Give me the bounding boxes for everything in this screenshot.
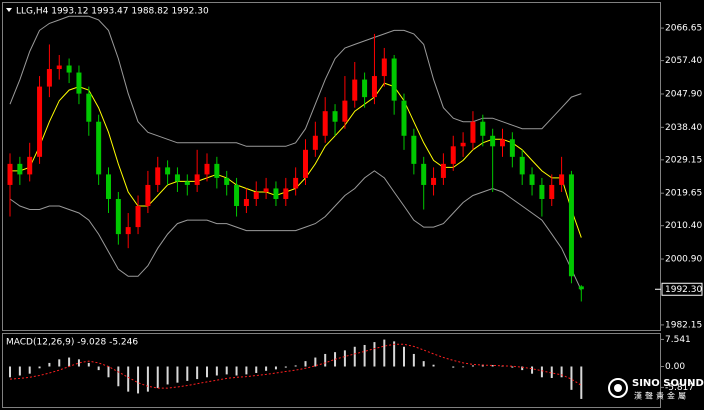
watermark: SINO SOUND 漢聲貴金屬 — [608, 378, 704, 401]
logo-name: SINO SOUND — [632, 378, 704, 389]
candle-body — [174, 174, 180, 182]
chart-title: LLG,H4 1993.12 1993.47 1988.82 1992.30 — [16, 7, 209, 17]
candle-body — [312, 135, 318, 150]
candle-body — [421, 163, 427, 185]
candle-body — [332, 111, 338, 122]
signal-line — [9, 343, 582, 389]
candle-body — [411, 135, 417, 164]
candle-body — [568, 174, 574, 277]
candle-body — [106, 174, 111, 199]
candle-body — [66, 65, 72, 73]
candle-body — [204, 163, 210, 175]
candle-body — [224, 177, 230, 185]
candle-body — [431, 177, 437, 185]
candle-body — [539, 184, 545, 199]
price-marker-box — [661, 282, 703, 296]
bollinger-band — [9, 170, 582, 291]
y-tick-label: 2066.65 — [665, 24, 702, 34]
candle-body — [529, 174, 535, 185]
candle-body — [263, 188, 269, 192]
candle-body — [549, 184, 555, 199]
candle-body — [559, 174, 565, 185]
candle-body — [352, 79, 358, 101]
candle-body — [46, 69, 52, 87]
candle-body — [243, 198, 249, 207]
macd-title: MACD(12,26,9) -9.028 -5.246 — [6, 338, 138, 348]
y-tick-label: 7.541 — [665, 335, 691, 345]
y-tick-label: 2057.40 — [665, 56, 702, 66]
candle-body — [125, 227, 131, 235]
candle-body — [578, 286, 584, 290]
y-tick-label: 1982.15 — [665, 320, 702, 330]
candle-body — [391, 58, 397, 101]
candle-body — [37, 86, 43, 157]
y-tick-label: -5.817 — [665, 383, 694, 393]
y-tick-label: 2010.40 — [665, 221, 702, 231]
candle-body — [214, 163, 220, 178]
y-tick-label: 2047.90 — [665, 89, 702, 99]
candle-body — [450, 146, 456, 164]
logo-icon — [614, 384, 622, 392]
candle-body — [155, 167, 161, 185]
candle-body — [194, 174, 200, 185]
y-tick-label: 2038.40 — [665, 123, 702, 133]
menu-triangle — [6, 8, 12, 12]
candle-body — [401, 100, 407, 136]
candle-body — [509, 139, 515, 157]
macd-panel — [2, 333, 661, 408]
candle-body — [283, 188, 289, 199]
candle-body — [440, 163, 446, 178]
candle-body — [490, 135, 496, 147]
candle-body — [500, 139, 505, 147]
candle-body — [86, 93, 92, 122]
candle-body — [381, 58, 387, 77]
candle-body — [115, 198, 121, 235]
candle-body — [145, 184, 151, 207]
candle-body — [76, 72, 82, 94]
logo-icon — [608, 378, 628, 398]
candle-body — [519, 156, 525, 175]
candle-body — [96, 121, 102, 175]
y-tick-label: 0.00 — [665, 362, 685, 372]
candle-body — [293, 177, 299, 189]
candle-body — [135, 206, 141, 228]
y-tick-label: 2000.90 — [665, 255, 702, 265]
candle-body — [165, 167, 171, 175]
candle-body — [342, 100, 348, 122]
candle-body — [253, 191, 259, 199]
y-tick-label: 2019.65 — [665, 189, 702, 199]
candle-body — [273, 188, 279, 199]
candle-body — [470, 121, 476, 143]
bollinger-band — [9, 15, 582, 147]
candle-body — [322, 111, 328, 136]
candle-body — [184, 181, 190, 185]
candle-body — [480, 121, 486, 136]
candle-body — [27, 156, 33, 175]
candle-body — [234, 184, 240, 207]
candle-body — [303, 149, 308, 178]
logo-tagline: 漢聲貴金屬 — [634, 391, 689, 401]
candle-body — [460, 142, 466, 147]
candle-body — [56, 65, 62, 70]
candle-body — [362, 79, 368, 98]
candle-body — [17, 163, 23, 175]
y-tick-label: 2029.15 — [665, 155, 702, 165]
candle-body — [7, 163, 13, 185]
candle-body — [371, 76, 377, 98]
main-panel — [2, 2, 661, 331]
price-marker-label: 1992.30 — [665, 285, 702, 295]
